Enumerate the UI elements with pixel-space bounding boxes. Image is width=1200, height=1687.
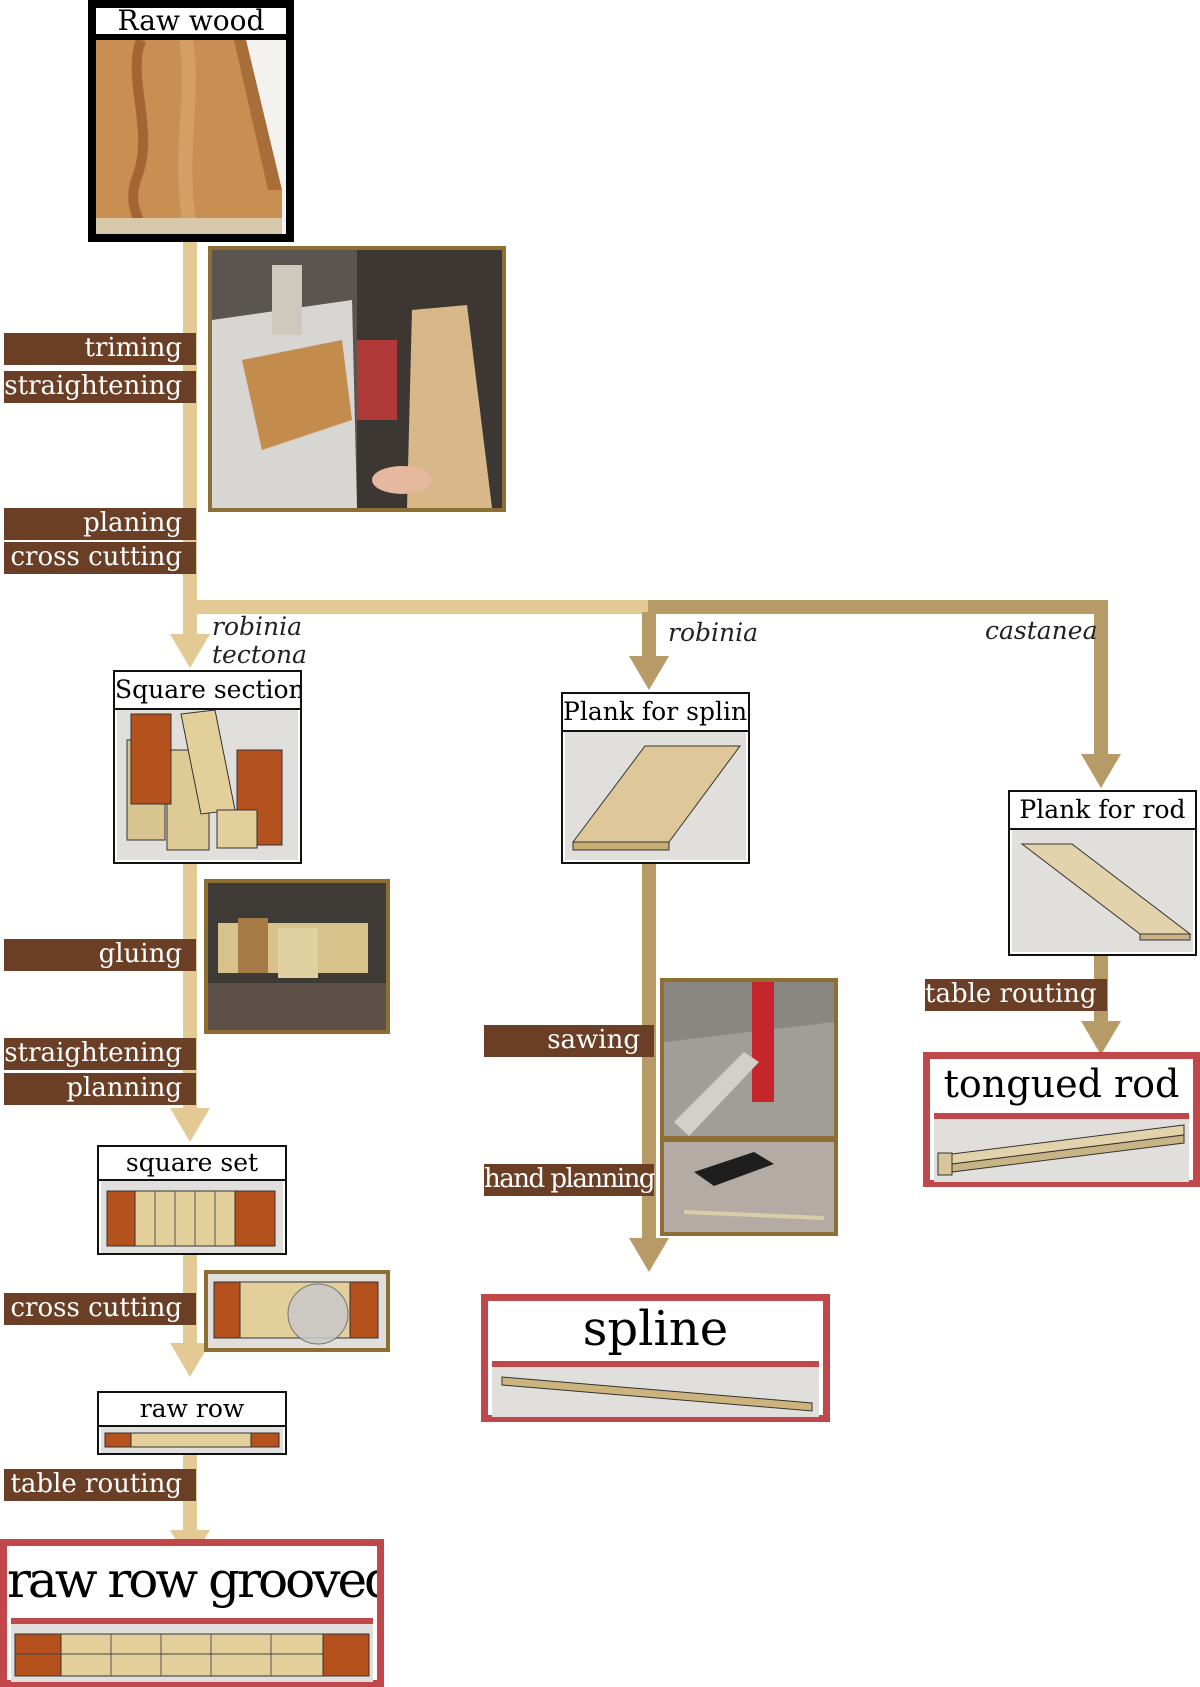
- raw-row-title: raw row: [99, 1393, 285, 1427]
- tongued-rod-title: tongued rod: [943, 1062, 1180, 1106]
- final-spline: spline: [481, 1294, 830, 1422]
- tongued-rod-image: [934, 1113, 1189, 1182]
- step-straightening: straightening: [4, 371, 196, 403]
- left-branch-arrowhead: [170, 634, 210, 668]
- photo-hand-planning-image: [664, 1142, 834, 1232]
- middle-branch-shaft: [642, 612, 656, 660]
- split-bar-left: [183, 600, 650, 614]
- raw-wood-image: [96, 40, 286, 234]
- photo-sawing: [660, 978, 838, 1140]
- photo-hand-planning: [660, 1138, 838, 1236]
- step-gluing: gluing: [4, 939, 196, 971]
- plank-for-rod-box: Plank for rod: [1008, 790, 1197, 956]
- photo-trimming-image: [212, 250, 502, 508]
- spline-image: [492, 1361, 819, 1417]
- step-planing: planing: [4, 508, 196, 540]
- photo-cross-cutting: [204, 1270, 390, 1352]
- photo-sawing-image: [664, 982, 834, 1136]
- right-branch-arrowhead: [1081, 754, 1121, 788]
- plank-for-spline-title: Plank for spline: [563, 694, 748, 732]
- step-triming: triming: [4, 333, 196, 365]
- square-section-arrowhead: [170, 1108, 210, 1142]
- plank-spline-arrowhead: [629, 1238, 669, 1272]
- left-branch-shaft: [183, 610, 197, 638]
- step-hand-planning: hand planning: [484, 1164, 656, 1196]
- plank-for-rod-title: Plank for rod: [1010, 792, 1195, 830]
- photo-gluing-image: [208, 883, 386, 1030]
- step-table-routing-left: table routing: [4, 1469, 196, 1501]
- plank-rod-arrowhead: [1081, 1021, 1121, 1055]
- raw-row-image: [101, 1427, 283, 1453]
- final-tongued-rod: tongued rod: [923, 1052, 1200, 1187]
- raw-row-grooved-image: [11, 1618, 373, 1682]
- photo-trimming-straightening: [208, 246, 506, 512]
- final-raw-row-grooved: raw row grooved: [0, 1539, 384, 1687]
- square-set-image: [101, 1181, 283, 1253]
- right-branch-shaft: [1094, 602, 1108, 758]
- square-section-title: Square section: [115, 672, 300, 710]
- square-section-box: Square section: [113, 670, 302, 864]
- middle-branch-arrowhead: [629, 656, 669, 690]
- plank-for-spline-box: Plank for spline: [561, 692, 750, 864]
- raw-wood-box: Raw wood: [88, 0, 294, 242]
- step-cross-cutting-2: cross cutting: [4, 1293, 196, 1325]
- raw-wood-title: Raw wood: [96, 7, 286, 35]
- species-robinia-middle: robinia: [668, 618, 759, 647]
- plank-for-rod-image: [1012, 830, 1193, 952]
- square-section-image: [117, 709, 298, 860]
- raw-row-grooved-title: raw row grooved: [7, 1551, 377, 1609]
- step-sawing: sawing: [484, 1025, 654, 1057]
- plank-for-spline-image: [565, 732, 746, 860]
- step-cross-cutting: cross cutting: [4, 542, 196, 574]
- split-bar-right: [648, 600, 1108, 614]
- step-table-routing-right: table routing: [925, 979, 1107, 1011]
- species-tectona: tectona: [212, 640, 307, 669]
- photo-cross-cutting-image: [208, 1274, 386, 1348]
- spline-title: spline: [582, 1301, 729, 1357]
- species-castanea: castanea: [985, 616, 1098, 645]
- step-straightening-2: straightening: [4, 1038, 196, 1070]
- species-robinia-left: robinia: [212, 612, 303, 641]
- raw-row-box: raw row: [97, 1391, 287, 1455]
- photo-gluing: [204, 879, 390, 1034]
- square-set-arrowhead: [170, 1343, 210, 1377]
- square-set-box: square set: [97, 1145, 287, 1255]
- square-set-title: square set: [99, 1147, 285, 1181]
- step-planning: planning: [4, 1073, 196, 1105]
